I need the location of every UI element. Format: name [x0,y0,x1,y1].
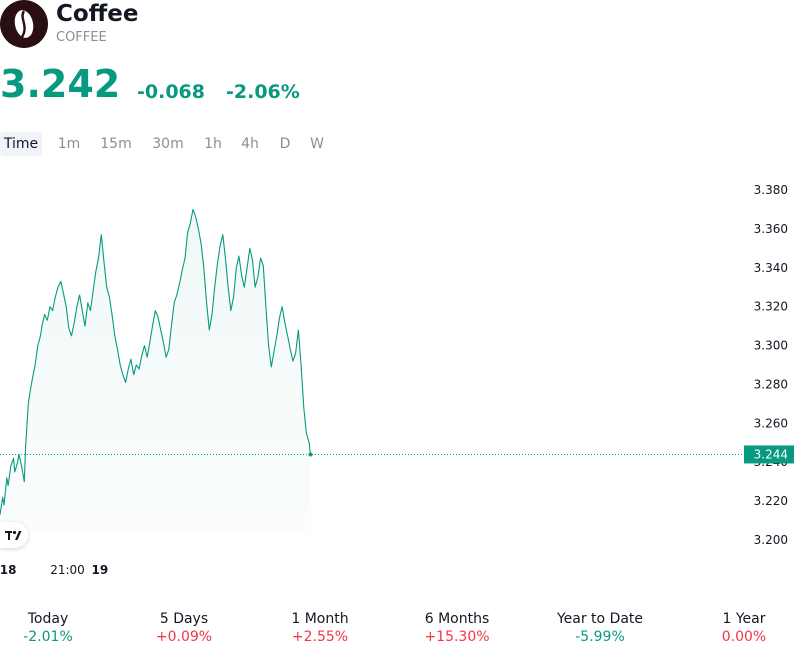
tab-30m[interactable]: 30m [152,136,184,152]
perf-1-year[interactable]: 1 Year 0.00% [674,610,800,646]
y-tick-label: 3.200 [754,533,788,547]
tab-4h[interactable]: 4h [241,136,259,152]
price-line [0,208,312,515]
symbol-name: Coffee [56,1,139,27]
price-chart[interactable]: 3.3803.3603.3403.3203.3003.2803.2603.240… [0,170,800,590]
symbol-ticker: COFFEE [56,30,107,45]
price-change: -0.068 [137,81,205,103]
last-price-dot [308,452,313,457]
y-tick-label: 3.380 [754,183,788,197]
y-tick-label: 3.260 [754,416,788,430]
perf-6-months[interactable]: 6 Months +15.30% [387,610,527,646]
x-tick-label: 21:00 [50,563,85,577]
price-change-percent: -2.06% [226,81,300,103]
last-price-label: 3.244 [754,447,788,461]
y-tick-label: 3.340 [754,261,788,275]
perf-1-month[interactable]: 1 Month +2.55% [250,610,390,646]
quote-row: 3.242 -0.068 -2.06% [0,62,800,108]
x-tick-label: 19 [92,563,109,577]
perf-label: 1 Month [291,611,349,627]
performance-bar: Today -2.01% 5 Days +0.09% 1 Month +2.55… [0,610,800,650]
y-tick-label: 3.360 [754,222,788,236]
perf-value: +15.30% [424,629,490,645]
perf-value: +2.55% [291,629,349,645]
perf-label: 6 Months [424,611,490,627]
x-tick-label: 18 [0,563,16,577]
y-tick-label: 3.300 [754,339,788,353]
last-price-tag [744,445,794,464]
perf-value: +0.09% [155,629,213,645]
perf-label: 1 Year [722,611,766,627]
tab-1h[interactable]: 1h [204,136,222,152]
header: Coffee COFFEE [0,0,800,60]
tab-1m[interactable]: 1m [57,136,81,152]
last-price: 3.242 [0,62,121,106]
perf-label: Year to Date [556,611,644,627]
perf-today[interactable]: Today -2.01% [0,610,118,646]
tab-w[interactable]: W [310,136,324,152]
perf-label: Today [27,611,69,627]
perf-5-days[interactable]: 5 Days +0.09% [114,610,254,646]
price-area [0,209,311,530]
perf-value: 0.00% [721,629,767,645]
tab-15m[interactable]: 15m [100,136,132,152]
y-tick-label: 3.220 [754,494,788,508]
y-tick-label: 3.280 [754,377,788,391]
perf-label: 5 Days [159,611,209,627]
coffee-bean-icon [0,0,48,48]
perf-year-to-date[interactable]: Year to Date -5.99% [530,610,670,646]
tab-d[interactable]: D [279,136,291,152]
perf-value: -2.01% [23,629,73,645]
tab-time[interactable]: Time [0,132,42,156]
perf-value: -5.99% [575,629,625,645]
tradingview-logo[interactable] [0,522,28,548]
y-tick-label: 3.320 [754,300,788,314]
